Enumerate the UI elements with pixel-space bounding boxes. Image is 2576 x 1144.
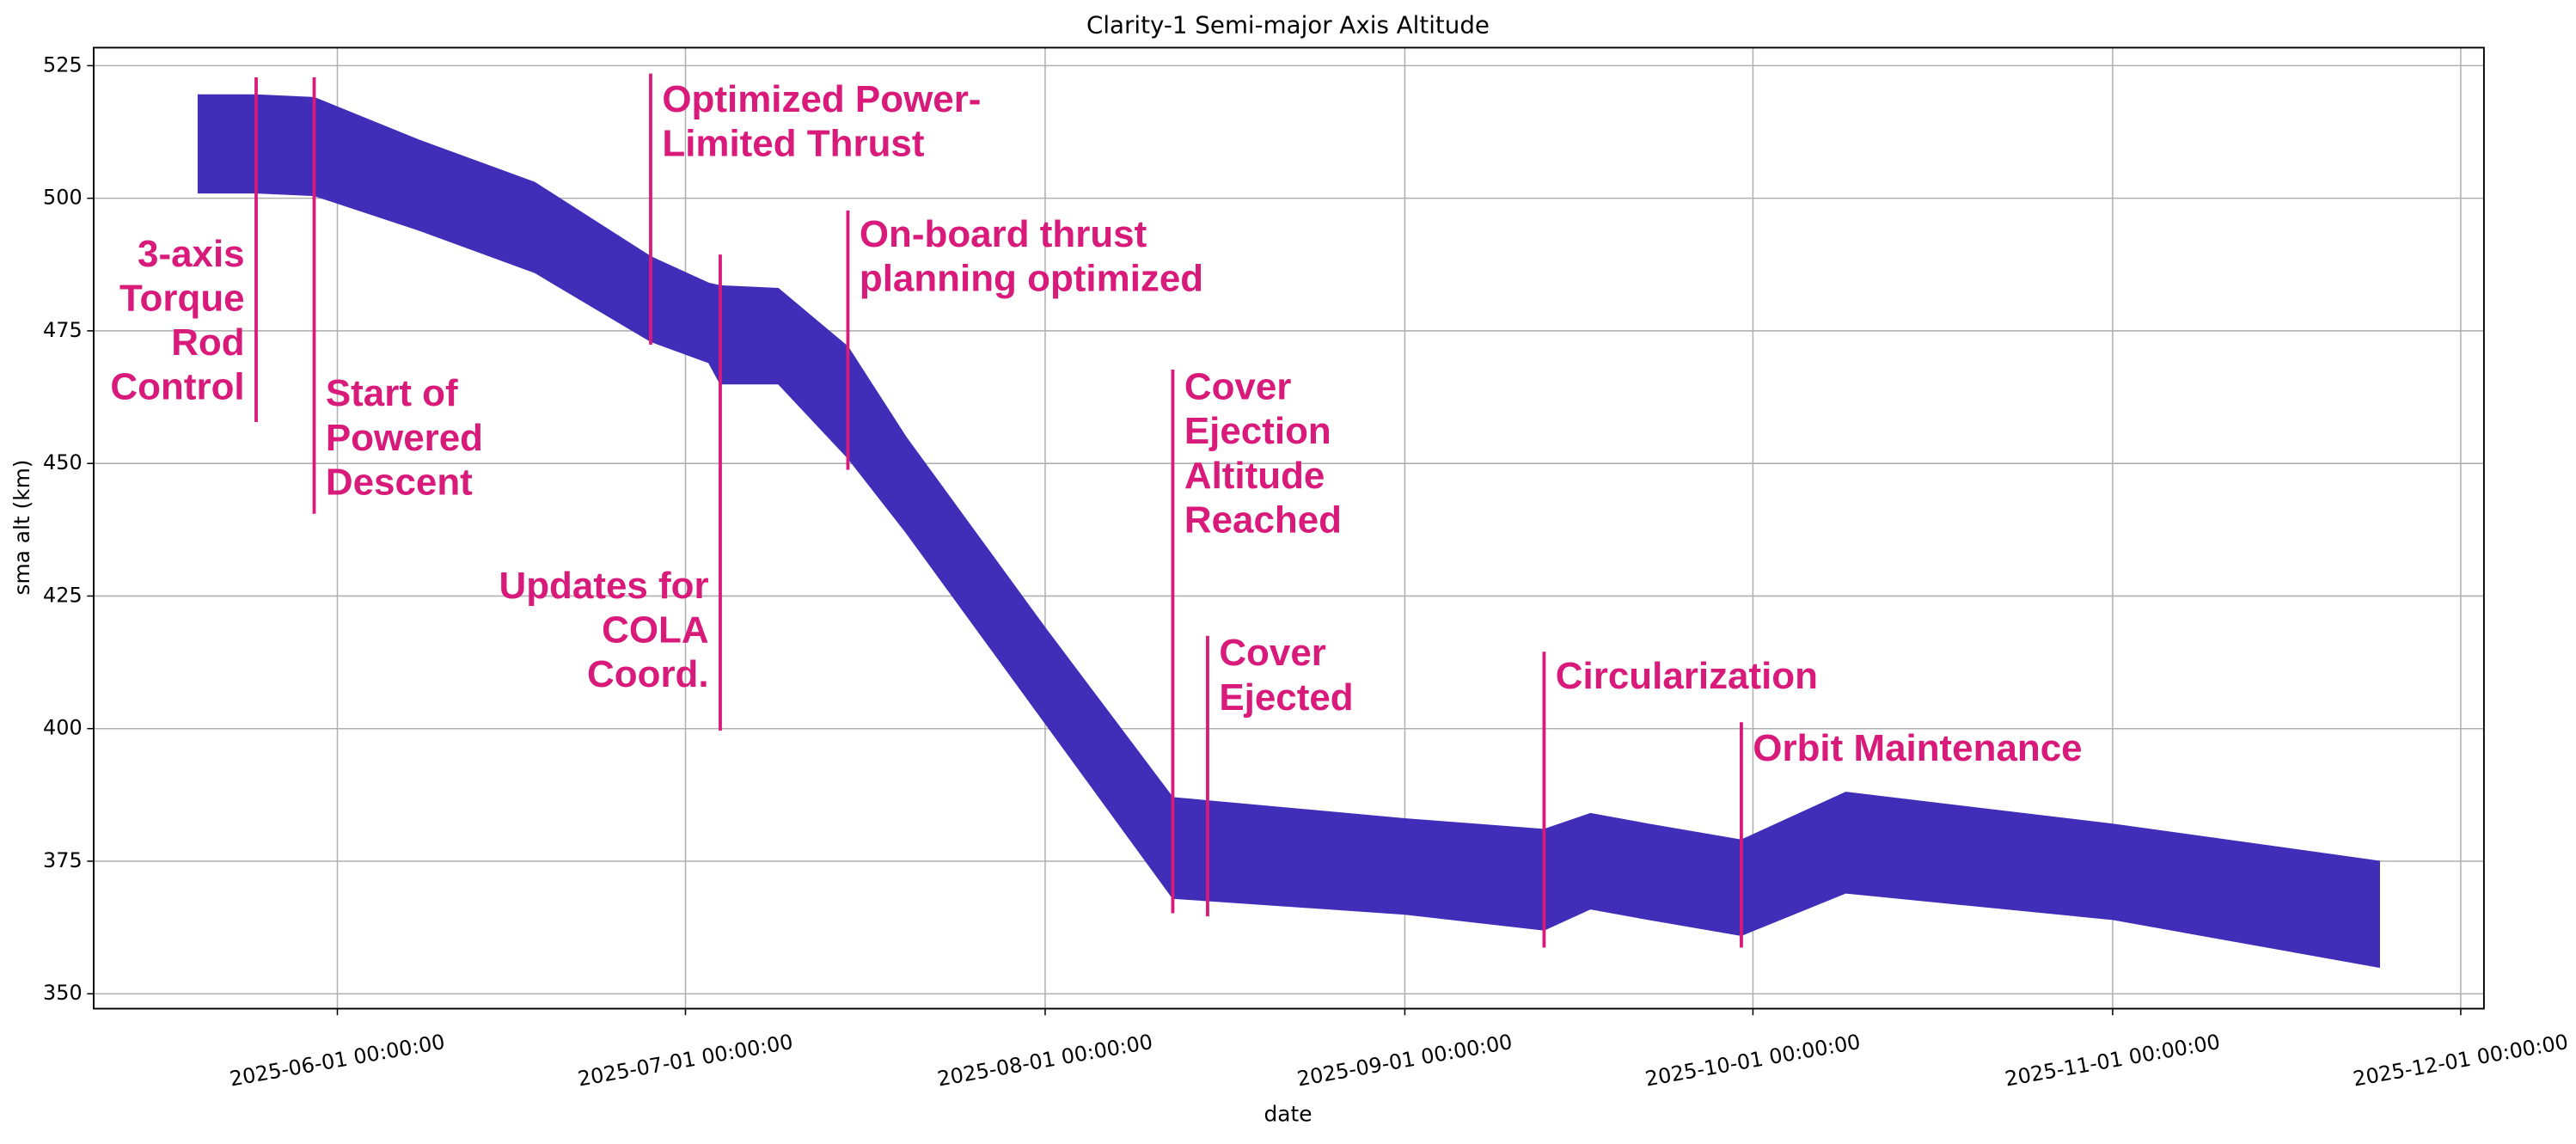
- annotation-text: Torque: [119, 277, 245, 319]
- y-tick-label: 500: [43, 186, 83, 210]
- annotation-text: Altitude: [1184, 455, 1325, 497]
- annotation-text: Powered: [326, 417, 483, 459]
- annotation-text: Orbit Maintenance: [1753, 727, 2082, 769]
- y-axis-label: sma alt (km): [9, 460, 34, 596]
- annotation-text: Cover: [1219, 632, 1326, 674]
- annotation-text: Ejection: [1184, 410, 1331, 452]
- y-tick-label: 475: [43, 318, 83, 342]
- annotation-text: Start of: [326, 372, 458, 414]
- annotation-text: Cover: [1184, 366, 1292, 408]
- y-tick-label: 425: [43, 583, 83, 607]
- annotation-text: Rod: [171, 321, 244, 364]
- y-tick-label: 400: [43, 716, 83, 740]
- annotation-text: Reached: [1184, 499, 1342, 541]
- y-tick-label: 350: [43, 981, 83, 1005]
- x-axis-label: date: [1264, 1102, 1312, 1127]
- annotation-text: Descent: [326, 461, 473, 503]
- y-tick-label: 450: [43, 450, 83, 474]
- annotation-text: Circularization: [1556, 655, 1818, 697]
- y-tick-label: 375: [43, 848, 83, 872]
- annotation-text: planning optimized: [860, 257, 1203, 299]
- annotation-text: Coord.: [587, 653, 709, 695]
- chart-title: Clarity-1 Semi-major Axis Altitude: [1086, 11, 1490, 40]
- annotation-text: COLA: [602, 609, 708, 651]
- annotation-text: Limited Thrust: [662, 123, 924, 165]
- annotation-text: Optimized Power-: [662, 78, 981, 120]
- plot-frame: [93, 46, 2485, 1010]
- annotation-text: On-board thrust: [860, 213, 1147, 255]
- annotation-text: 3-axis: [138, 233, 245, 275]
- annotation-text: Updates for: [499, 565, 708, 607]
- y-tick-label: 525: [43, 52, 83, 76]
- annotation-text: Ejected: [1219, 676, 1353, 719]
- annotation-text: Control: [110, 366, 244, 408]
